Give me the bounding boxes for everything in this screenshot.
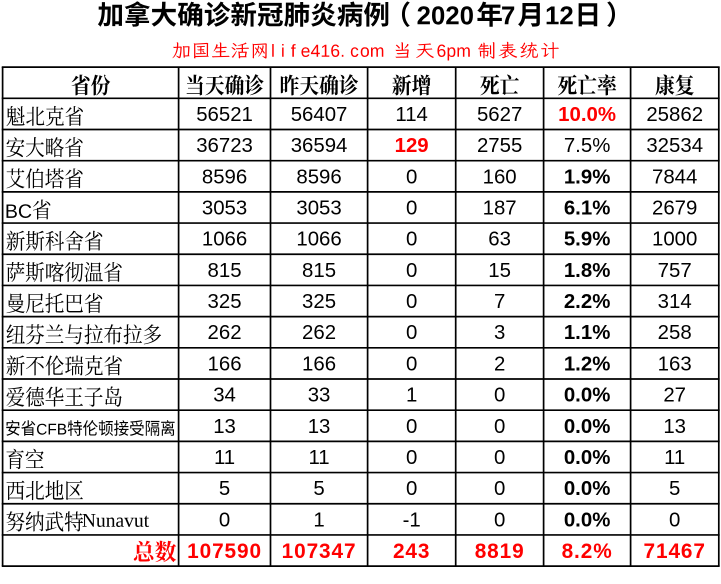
svg-text:1: 1 [406,385,417,407]
svg-text:36723: 36723 [196,135,253,157]
svg-text:0.0%: 0.0% [564,478,610,500]
svg-text:5.9%: 5.9% [564,229,610,251]
svg-text:2755: 2755 [477,135,522,157]
svg-text:3: 3 [494,322,505,344]
svg-text:5: 5 [219,478,230,500]
svg-text:8.2%: 8.2% [562,540,613,563]
svg-text:0: 0 [494,385,505,407]
svg-text:1.1%: 1.1% [564,322,610,344]
svg-text:33: 33 [308,385,331,407]
svg-text:114: 114 [395,104,428,126]
svg-text:3053: 3053 [296,197,341,219]
svg-text:2: 2 [494,353,505,375]
svg-text:1.9%: 1.9% [564,166,610,188]
svg-text:187: 187 [483,197,517,219]
svg-text:3053: 3053 [202,197,247,219]
svg-text:8596: 8596 [296,166,341,188]
svg-text:0: 0 [406,353,417,375]
svg-text:13: 13 [213,416,236,438]
svg-text:0: 0 [406,478,417,500]
svg-text:56407: 56407 [291,104,348,126]
svg-text:11: 11 [214,447,235,469]
svg-text:6.1%: 6.1% [564,197,610,219]
svg-text:7.5%: 7.5% [564,135,610,157]
svg-text:0: 0 [494,478,505,500]
svg-text:757: 757 [658,260,692,282]
svg-text:0.0%: 0.0% [564,416,610,438]
svg-text:0: 0 [494,447,505,469]
svg-text:5: 5 [669,478,680,500]
svg-text:0: 0 [669,509,680,531]
svg-text:25862: 25862 [646,104,703,126]
svg-text:10.0%: 10.0% [558,104,616,126]
svg-text:1000: 1000 [652,229,697,251]
svg-text:0: 0 [406,260,417,282]
svg-text:13: 13 [308,416,331,438]
svg-text:258: 258 [658,322,692,344]
svg-text:13: 13 [663,416,686,438]
svg-text:1.8%: 1.8% [564,260,610,282]
svg-text:0: 0 [406,322,417,344]
svg-text:8819: 8819 [475,540,525,563]
svg-text:0.0%: 0.0% [564,447,610,469]
svg-text:5627: 5627 [477,104,522,126]
svg-text:0: 0 [406,166,417,188]
svg-text:2.2%: 2.2% [564,291,610,313]
svg-text:262: 262 [302,322,336,344]
svg-text:8596: 8596 [202,166,247,188]
svg-text:1066: 1066 [296,229,341,251]
svg-text:262: 262 [208,322,242,344]
svg-text:27: 27 [663,385,686,407]
svg-text:163: 163 [658,353,692,375]
svg-text:11: 11 [664,447,685,469]
svg-text:0: 0 [406,229,417,251]
svg-text:0: 0 [406,197,417,219]
svg-text:166: 166 [302,353,336,375]
svg-text:0: 0 [406,447,417,469]
svg-text:34: 34 [213,385,236,407]
svg-text:1: 1 [313,509,324,531]
svg-text:0: 0 [219,509,230,531]
svg-text:63: 63 [488,229,511,251]
svg-text:7844: 7844 [652,166,697,188]
svg-text:0.0%: 0.0% [564,385,610,407]
svg-text:2679: 2679 [652,197,697,219]
svg-text:1066: 1066 [202,229,247,251]
svg-text:36594: 36594 [291,135,348,157]
svg-text:815: 815 [302,260,336,282]
svg-text:107347: 107347 [282,540,357,563]
svg-text:0: 0 [406,291,417,313]
svg-text:166: 166 [208,353,242,375]
svg-text:7: 7 [494,291,505,313]
svg-text:11: 11 [308,447,329,469]
svg-text:56521: 56521 [196,104,253,126]
svg-text:129: 129 [395,135,429,157]
svg-text:0.0%: 0.0% [564,509,610,531]
svg-text:-1: -1 [403,509,421,531]
svg-text:0: 0 [494,416,505,438]
svg-text:71467: 71467 [644,540,706,563]
svg-text:107590: 107590 [187,540,262,563]
svg-text:1.2%: 1.2% [564,353,610,375]
svg-text:15: 15 [488,260,511,282]
svg-text:325: 325 [302,291,336,313]
svg-text:325: 325 [208,291,242,313]
svg-text:0: 0 [494,509,505,531]
svg-text:815: 815 [208,260,242,282]
svg-text:160: 160 [483,166,517,188]
svg-text:243: 243 [393,540,430,563]
svg-text:5: 5 [313,478,324,500]
svg-text:32534: 32534 [646,135,703,157]
svg-text:0: 0 [406,416,417,438]
svg-text:314: 314 [658,291,692,313]
